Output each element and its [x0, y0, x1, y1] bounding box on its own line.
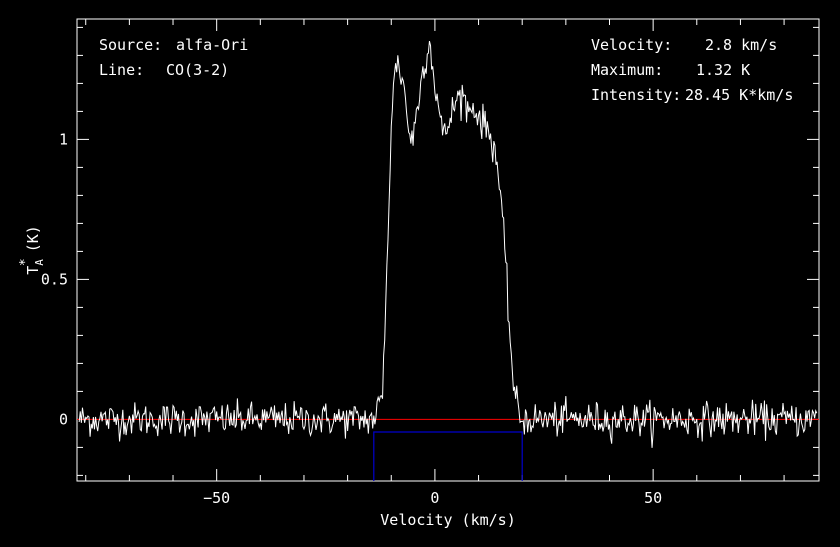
y-axis-label: TA* (K) — [18, 225, 46, 275]
maximum-value: 1.32 K — [696, 61, 750, 79]
source-value: alfa-Ori — [176, 36, 248, 54]
y-axis-label-sub: A — [33, 259, 46, 266]
y-tick-label: 1 — [59, 130, 68, 148]
x-tick-label: −50 — [203, 489, 230, 507]
spectrum-line — [78, 40, 818, 448]
x-tick-label: 50 — [644, 489, 662, 507]
x-axis-label: Velocity (km/s) — [380, 511, 515, 529]
source-label: Source: — [99, 36, 162, 54]
velocity-label: Velocity: — [591, 36, 672, 54]
y-axis-label-sup: * — [18, 258, 33, 266]
maximum-label: Maximum: — [591, 61, 663, 79]
line-label: Line: — [99, 61, 144, 79]
y-axis-label-unit: (K) — [24, 225, 42, 252]
y-axis-label-main: T — [24, 266, 42, 275]
velocity-value: 2.8 km/s — [705, 36, 777, 54]
axis-ticks: −50 0 50 0 0.5 1 — [41, 19, 819, 507]
plot-frame — [76, 18, 820, 482]
svg-text:TA*(K): TA* (K) — [18, 225, 46, 275]
intensity-value: 28.45 K*km/s — [685, 86, 793, 104]
x-tick-label: 0 — [430, 489, 439, 507]
line-value: CO(3-2) — [166, 61, 229, 79]
intensity-label: Intensity: — [591, 86, 681, 104]
y-tick-label: 0.5 — [41, 270, 68, 288]
y-tick-label: 0 — [59, 410, 68, 428]
integration-window — [373, 431, 523, 481]
